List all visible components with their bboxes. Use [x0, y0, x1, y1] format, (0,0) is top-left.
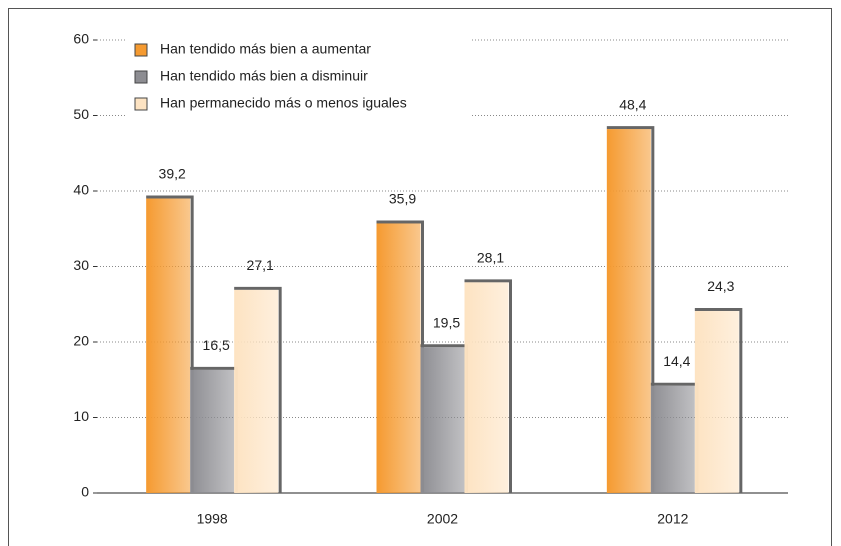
legend-swatch [134, 70, 148, 84]
legend-bg [125, 32, 470, 124]
legend-swatch [134, 97, 148, 111]
y-tick-label: 20 [73, 333, 89, 349]
legend-label: Han permanecido más o menos iguales [160, 95, 407, 111]
bar [606, 129, 651, 493]
value-label: 28,1 [477, 250, 504, 266]
bar [190, 369, 235, 493]
bar [146, 198, 191, 494]
bar-shadow [234, 286, 282, 493]
frame [8, 8, 832, 546]
bar-shadow [606, 126, 655, 493]
value-label: 24,3 [707, 278, 734, 294]
y-tick-label: 0 [81, 484, 89, 500]
legend-label: Han tendido más bien a aumentar [160, 41, 371, 57]
value-label: 19,5 [433, 314, 460, 330]
value-label: 48,4 [619, 96, 646, 112]
bar-shadow [464, 279, 512, 493]
value-label: 35,9 [389, 191, 416, 207]
x-tick-label: 2012 [657, 511, 688, 527]
y-tick-label: 30 [73, 257, 89, 273]
bar [420, 347, 465, 493]
y-tick-label: 50 [73, 106, 89, 122]
value-label: 14,4 [663, 353, 690, 369]
x-tick-label: 1998 [197, 511, 228, 527]
value-label: 39,2 [159, 166, 186, 182]
bar-shadow [694, 308, 743, 493]
value-label: 16,5 [203, 337, 230, 353]
x-tick-label: 2002 [427, 511, 458, 527]
legend-label: Han tendido más bien a disminuir [160, 68, 368, 84]
bar [234, 289, 279, 493]
bar [694, 311, 739, 493]
bar [464, 282, 509, 493]
bar [650, 385, 695, 493]
y-tick-label: 40 [73, 182, 89, 198]
bar [376, 223, 421, 493]
value-label: 27,1 [247, 257, 274, 273]
legend-swatch [134, 43, 148, 57]
y-tick-label: 10 [73, 408, 89, 424]
y-tick-label: 60 [73, 31, 89, 47]
